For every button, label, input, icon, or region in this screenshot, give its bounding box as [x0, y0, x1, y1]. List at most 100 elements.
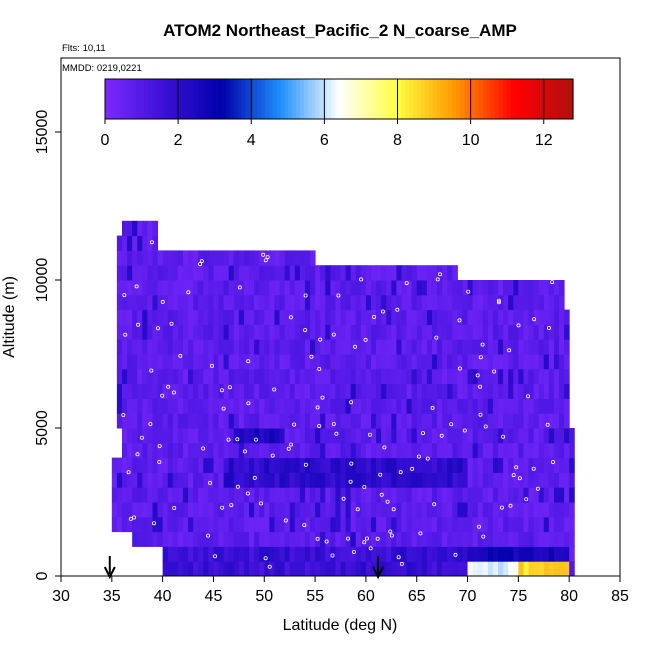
sample-point	[462, 428, 467, 433]
heatmap-cell	[543, 280, 550, 296]
heatmap-cell	[279, 324, 286, 340]
heatmap-cell	[431, 339, 438, 355]
heatmap-cell	[508, 309, 514, 325]
heatmap-cell	[523, 339, 530, 355]
colorbar-segment	[471, 79, 477, 119]
heatmap-cell	[452, 413, 458, 429]
heatmap-cell	[238, 265, 245, 281]
heatmap-cell	[249, 368, 255, 385]
x-tick-label: 65	[408, 588, 426, 605]
heatmap-cell	[406, 339, 413, 355]
heatmap-cell	[228, 546, 235, 562]
heatmap-cell	[152, 457, 159, 473]
heatmap-cell	[360, 339, 367, 355]
heatmap-cell	[477, 294, 484, 311]
heatmap-cell	[330, 294, 336, 311]
heatmap-cell	[152, 250, 159, 266]
heatmap-cell	[569, 428, 575, 444]
heatmap-cell	[564, 516, 570, 533]
sample-points	[121, 240, 556, 569]
sample-point	[359, 277, 364, 282]
heatmap-cell	[218, 309, 225, 325]
colorbar-segment	[241, 79, 246, 119]
heatmap-cell	[132, 398, 138, 414]
heatmap-cell	[437, 383, 443, 399]
heatmap-cell	[254, 413, 260, 429]
heatmap-cell	[538, 516, 545, 533]
heatmap-cell	[142, 428, 148, 444]
heatmap-cell	[304, 472, 311, 488]
heatmap-cell	[340, 309, 347, 325]
colorbar-segment	[432, 79, 438, 119]
colorbar-tick-label: 0	[101, 132, 110, 149]
heatmap-cell	[487, 457, 494, 473]
heatmap-cell	[203, 428, 209, 444]
heatmap-cell	[340, 502, 347, 518]
heatmap-cell	[182, 442, 189, 459]
heatmap-cell	[498, 324, 504, 340]
heatmap-cell	[218, 413, 225, 429]
heatmap-cell	[355, 502, 362, 518]
heatmap-cell	[391, 413, 397, 429]
colorbar-segment	[448, 79, 453, 119]
heatmap-cell	[457, 502, 463, 518]
heatmap-cell	[391, 265, 397, 281]
heatmap-cell	[406, 354, 413, 370]
heatmap-cell	[162, 368, 169, 385]
heatmap-cell	[147, 250, 153, 266]
heatmap-cell	[177, 324, 184, 340]
heatmap-cell	[421, 294, 428, 311]
heatmap-cell	[264, 398, 270, 414]
heatmap-cell	[157, 250, 164, 266]
colorbar-segment	[335, 79, 340, 119]
heatmap-cell	[528, 487, 535, 503]
heatmap-cell	[569, 457, 575, 473]
colorbar-segment	[116, 79, 122, 119]
heatmap-cell	[249, 354, 255, 370]
heatmap-cell	[259, 428, 265, 444]
heatmap-cell	[350, 487, 357, 503]
heatmap-cell	[325, 265, 331, 281]
heatmap-cell	[213, 472, 220, 488]
heatmap-cell	[325, 383, 331, 399]
heatmap-cell	[269, 398, 275, 414]
heatmap-cell	[381, 428, 387, 444]
heatmap-cell	[492, 531, 499, 547]
heatmap-cell	[228, 502, 235, 518]
heatmap-cell	[315, 531, 321, 547]
heatmap-cell	[548, 442, 555, 459]
heatmap-cell	[289, 354, 296, 370]
heatmap-cell	[426, 487, 433, 503]
heatmap-cell	[477, 472, 484, 488]
heatmap-cell	[152, 220, 159, 237]
heatmap-cell	[477, 502, 484, 518]
heatmap-cell	[243, 324, 250, 340]
colorbar-segment	[549, 79, 555, 119]
heatmap-cell	[116, 398, 123, 414]
heatmap-cell	[370, 487, 377, 503]
heatmap-cell	[249, 516, 255, 533]
heatmap-cell	[294, 413, 301, 429]
heatmap-cell	[203, 309, 209, 325]
heatmap-cell	[457, 398, 463, 414]
heatmap-cell	[218, 265, 225, 281]
heatmap-cell	[508, 398, 514, 414]
heatmap-cell	[116, 472, 123, 488]
heatmap-cell	[172, 531, 179, 547]
heatmap-cell	[127, 472, 133, 488]
heatmap-cell	[376, 487, 382, 503]
heatmap-cell	[391, 472, 397, 488]
heatmap-cell	[127, 383, 133, 399]
y-tick-label: 0	[34, 571, 51, 580]
heatmap-cell	[426, 294, 433, 311]
colorbar-tick-label: 6	[320, 132, 329, 149]
sample-point	[367, 432, 372, 437]
heatmap-cell	[264, 368, 270, 385]
heatmap-cell	[487, 294, 494, 311]
heatmap-cell	[548, 487, 555, 503]
heatmap-cell	[289, 516, 296, 533]
heatmap-cell	[508, 368, 514, 385]
sample-point	[396, 555, 401, 560]
heatmap-cell	[467, 546, 474, 562]
heatmap-cell	[269, 368, 275, 385]
